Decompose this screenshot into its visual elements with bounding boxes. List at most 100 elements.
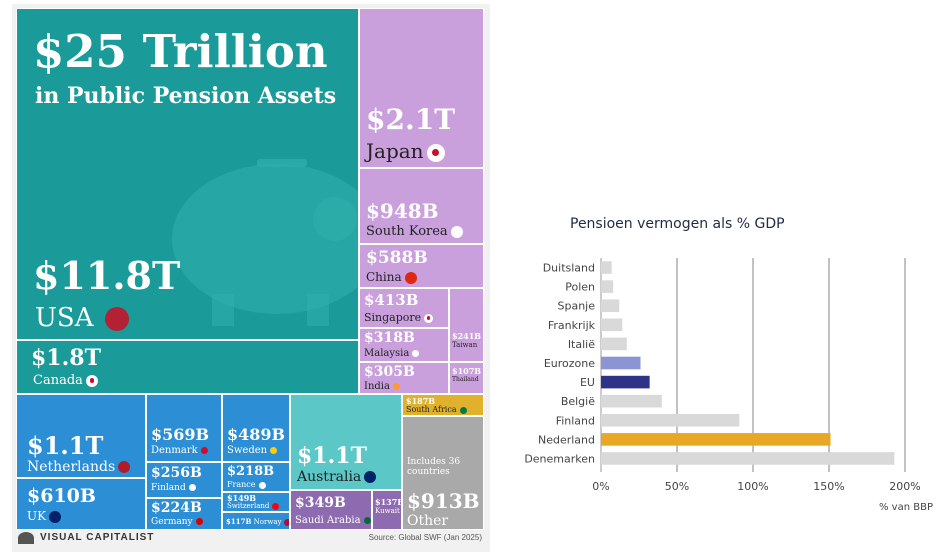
malaysia-value: $318B — [364, 330, 415, 346]
piggy-bank-illustration — [172, 159, 358, 326]
australia-flag-icon — [364, 471, 377, 483]
visual-capitalist-logo-icon — [18, 532, 34, 544]
south-africa-flag-icon — [459, 406, 467, 414]
finland-value: $256B — [151, 465, 202, 481]
tile-canada: $1.8T Canada — [16, 340, 359, 394]
tile-india: $305B India — [359, 362, 449, 394]
infographic-subtitle: in Public Pension Assets — [35, 83, 337, 109]
tile-south-africa: $187B South Africa — [402, 394, 484, 416]
china-flag-icon — [404, 271, 417, 284]
tile-australia: $1.1T Australia — [290, 394, 402, 490]
canada-label: Canada — [33, 373, 98, 388]
bar-eurozone — [601, 356, 641, 370]
netherlands-value: $1.1T — [27, 431, 104, 460]
germany-flag-icon — [195, 518, 203, 525]
singapore-value: $413B — [364, 291, 419, 309]
bar-nederland — [601, 433, 831, 446]
category-label: Frankrijk — [548, 319, 596, 332]
us-flag-icon — [104, 307, 129, 331]
india-flag-icon — [392, 383, 400, 390]
switzerland-flag-icon — [272, 502, 280, 510]
france-label: France — [227, 480, 266, 489]
tile-saudi-arabia: $349B Saudi Arabia — [290, 490, 372, 530]
netherlands-label: Netherlands — [27, 459, 131, 475]
source-note: Source: Global SWF (Jan 2025) — [368, 533, 482, 542]
japan-label: Japan — [366, 139, 445, 163]
tile-taiwan: $241B Taiwan — [449, 288, 484, 362]
tile-france: $218B France — [222, 462, 290, 492]
tile-norway: $117B Norway — [222, 512, 290, 530]
other-note: Includes 36 countries — [407, 457, 461, 477]
tile-japan: $2.1T Japan — [359, 8, 484, 168]
bar-belgië — [601, 394, 662, 408]
south-korea-value: $948B — [366, 199, 439, 223]
tile-netherlands: $1.1T Netherlands — [16, 394, 146, 478]
south-africa-label: South Africa — [406, 405, 467, 414]
france-flag-icon — [258, 481, 266, 489]
x-tick-label: 0% — [592, 480, 609, 493]
taiwan-label: Taiwan — [452, 341, 478, 349]
category-label: Duitsland — [543, 262, 595, 275]
tile-south-korea: $948B South Korea — [359, 168, 484, 244]
tile-thailand: $107B Thailand — [449, 362, 484, 394]
singapore-label: Singapore — [364, 311, 434, 324]
tile-malaysia: $318B Malaysia — [359, 328, 449, 362]
category-label: Denemarken — [524, 452, 595, 465]
uk-label: UK — [27, 509, 62, 523]
category-label: België — [561, 395, 595, 408]
denmark-flag-icon — [200, 447, 208, 454]
other-label: Other — [407, 513, 449, 529]
finland-flag-icon — [188, 484, 196, 491]
tile-kuwait: $137B Kuwait — [372, 490, 402, 530]
norway-flag-icon — [284, 518, 289, 526]
australia-label: Australia — [297, 469, 377, 485]
canada-flag-icon — [85, 374, 98, 387]
kuwait-label: Kuwait — [375, 507, 400, 515]
bar-denemarken — [601, 452, 895, 465]
tile-denmark: $569B Denmark — [146, 394, 222, 462]
thailand-label: Thailand — [452, 376, 479, 383]
category-label: EU — [580, 376, 595, 389]
bar-spanje — [601, 299, 620, 313]
malaysia-flag-icon — [412, 350, 420, 357]
uk-value: $610B — [27, 485, 96, 507]
bar-polen — [601, 280, 614, 293]
bar-finland — [601, 413, 740, 427]
pension-treemap-infographic: $25 Trillion in Public Pension Assets $1… — [12, 4, 490, 552]
x-tick-label: 200% — [889, 480, 920, 493]
other-value: $913B — [407, 489, 480, 513]
germany-value: $224B — [151, 500, 202, 516]
brand-name: VISUAL CAPITALIST — [40, 532, 155, 543]
singapore-flag-icon — [424, 313, 434, 323]
kuwait-value: $137B — [375, 497, 402, 507]
category-label: Nederland — [538, 433, 595, 446]
japan-flag-icon — [426, 143, 445, 162]
infographic-footer: VISUAL CAPITALIST Source: Global SWF (Ja… — [12, 529, 490, 549]
denmark-value: $569B — [151, 425, 210, 444]
chart-title: Pensioen vermogen als % GDP — [570, 216, 785, 232]
tile-germany: $224B Germany — [146, 498, 222, 530]
tile-sweden: $489B Sweden — [222, 394, 290, 462]
india-value: $305B — [364, 364, 415, 380]
category-label: Polen — [565, 281, 595, 294]
infographic-title: $25 Trillion — [33, 25, 328, 78]
usa-value: $11.8T — [33, 253, 181, 298]
category-label: Eurozone — [544, 357, 595, 370]
usa-label: USA — [35, 303, 129, 333]
sweden-flag-icon — [270, 447, 278, 454]
france-value: $218B — [227, 464, 275, 479]
netherlands-flag-icon — [118, 461, 131, 473]
tile-china: $588B China — [359, 244, 484, 288]
thailand-value: $107B — [452, 366, 482, 376]
uk-flag-icon — [49, 510, 62, 523]
tile-singapore: $413B Singapore — [359, 288, 449, 328]
malaysia-label: Malaysia — [364, 348, 420, 359]
finland-label: Finland — [151, 483, 196, 493]
china-value: $588B — [366, 248, 428, 268]
germany-label: Germany — [151, 517, 203, 527]
norway-value: $117B — [226, 517, 252, 526]
taiwan-value: $241B — [452, 331, 482, 341]
bar-eu — [601, 375, 650, 389]
denmark-label: Denmark — [151, 445, 208, 456]
category-label: Italië — [568, 338, 595, 351]
